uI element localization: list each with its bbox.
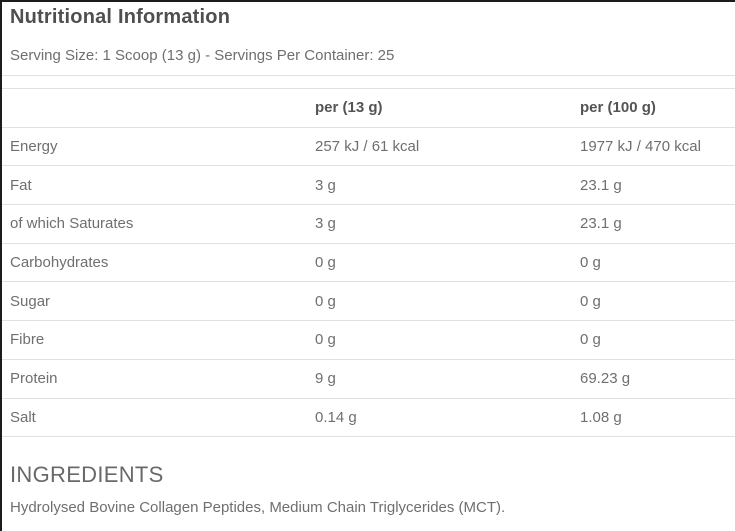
serving-section: Serving Size: 1 Scoop (13 g) - Servings …	[2, 30, 735, 76]
nutrient-label: Sugar	[10, 292, 51, 310]
nutrient-label: Energy	[10, 138, 58, 156]
nutrient-per-100g: 1977 kJ / 470 kcal	[580, 138, 701, 156]
nutrient-per-100g: 69.23 g	[580, 370, 631, 388]
table-header-row: per (13 g) per (100 g)	[2, 89, 735, 128]
nutrient-per-serving: 3 g	[315, 215, 336, 233]
nutrient-per-serving: 0.14 g	[315, 408, 357, 426]
table-row: Salt 0.14 g 1.08 g	[2, 399, 735, 438]
nutrient-per-serving: 9 g	[315, 370, 336, 388]
table-row: Fibre 0 g 0 g	[2, 321, 735, 360]
table-row: Protein 9 g 69.23 g	[2, 360, 735, 399]
page-title: Nutritional Information	[10, 6, 231, 28]
nutrient-per-serving: 0 g	[315, 292, 336, 310]
nutrient-label: Fat	[10, 176, 32, 194]
nutrient-per-serving: 3 g	[315, 176, 336, 194]
ingredients-heading: INGREDIENTS	[10, 462, 164, 488]
table-row: Fat 3 g 23.1 g	[2, 166, 735, 206]
table-row: Carbohydrates 0 g 0 g	[2, 244, 735, 283]
nutrient-per-100g: 23.1 g	[580, 176, 622, 194]
nutrient-per-100g: 0 g	[580, 331, 601, 349]
table-header-per-100g: per (100 g)	[580, 99, 656, 117]
nutrient-per-100g: 0 g	[580, 292, 601, 310]
nutrient-label: Protein	[10, 370, 58, 388]
nutrient-per-100g: 1.08 g	[580, 408, 622, 426]
serving-info-text: Serving Size: 1 Scoop (13 g) - Servings …	[10, 47, 395, 64]
nutrient-label: Fibre	[10, 331, 45, 349]
table-row: of which Saturates 3 g 23.1 g	[2, 205, 735, 244]
nutrient-label: Salt	[10, 408, 36, 426]
nutrient-per-100g: 0 g	[580, 254, 601, 272]
nutrient-per-serving: 0 g	[315, 331, 336, 349]
nutrition-table: per (13 g) per (100 g) Energy 257 kJ / 6…	[2, 88, 735, 438]
nutrient-per-serving: 0 g	[315, 254, 336, 272]
table-row: Sugar 0 g 0 g	[2, 282, 735, 322]
nutrient-label: of which Saturates	[10, 215, 134, 233]
nutrient-per-serving: 257 kJ / 61 kcal	[315, 138, 420, 156]
ingredients-section: INGREDIENTS Hydrolysed Bovine Collagen P…	[2, 437, 735, 517]
ingredients-text: Hydrolysed Bovine Collagen Peptides, Med…	[10, 499, 506, 517]
table-header-per-serving: per (13 g)	[315, 99, 383, 117]
nutrient-per-100g: 23.1 g	[580, 215, 622, 233]
table-row: Energy 257 kJ / 61 kcal 1977 kJ / 470 kc…	[2, 128, 735, 167]
nutrient-label: Carbohydrates	[10, 254, 109, 272]
